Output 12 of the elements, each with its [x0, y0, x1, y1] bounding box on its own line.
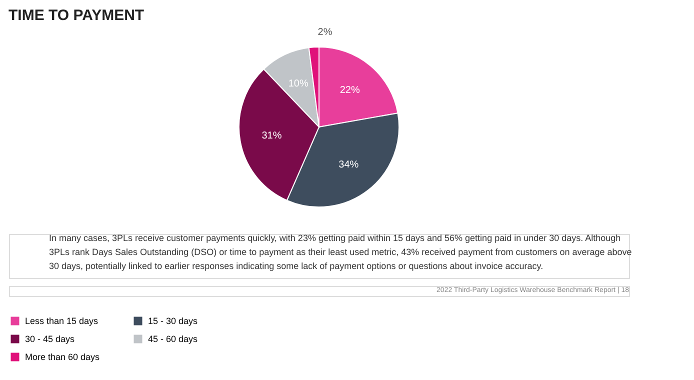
data-label: 34%: [338, 160, 359, 171]
data-label: 10%: [288, 78, 308, 90]
data-label: 22%: [340, 85, 360, 96]
legend-label: 45 - 60 days: [148, 334, 198, 344]
data-label: 2%: [318, 27, 332, 38]
legend-label: 15 - 30 days: [148, 316, 198, 326]
legend-label: More than 60 days: [25, 352, 100, 362]
chart-title: TIME TO PAYMENT: [8, 7, 144, 24]
legend-label: Less than 15 days: [25, 316, 99, 326]
data-label: 31%: [262, 130, 282, 142]
text: In many cases, 3PLs receive customer payments quickly, with 23% getting paid within 15 days and 56% getting paid in under 30 days. Although 3PLs rank Days Sales Outstanding (DSO) or time to payment as their least used metric, 43% received payment from customers on average above 30 days, potentially linked to earlier responses indicating some lack of payment options or questions about invoice accuracy.: [49, 233, 632, 271]
legend-label: 30 - 45 days: [25, 334, 76, 344]
